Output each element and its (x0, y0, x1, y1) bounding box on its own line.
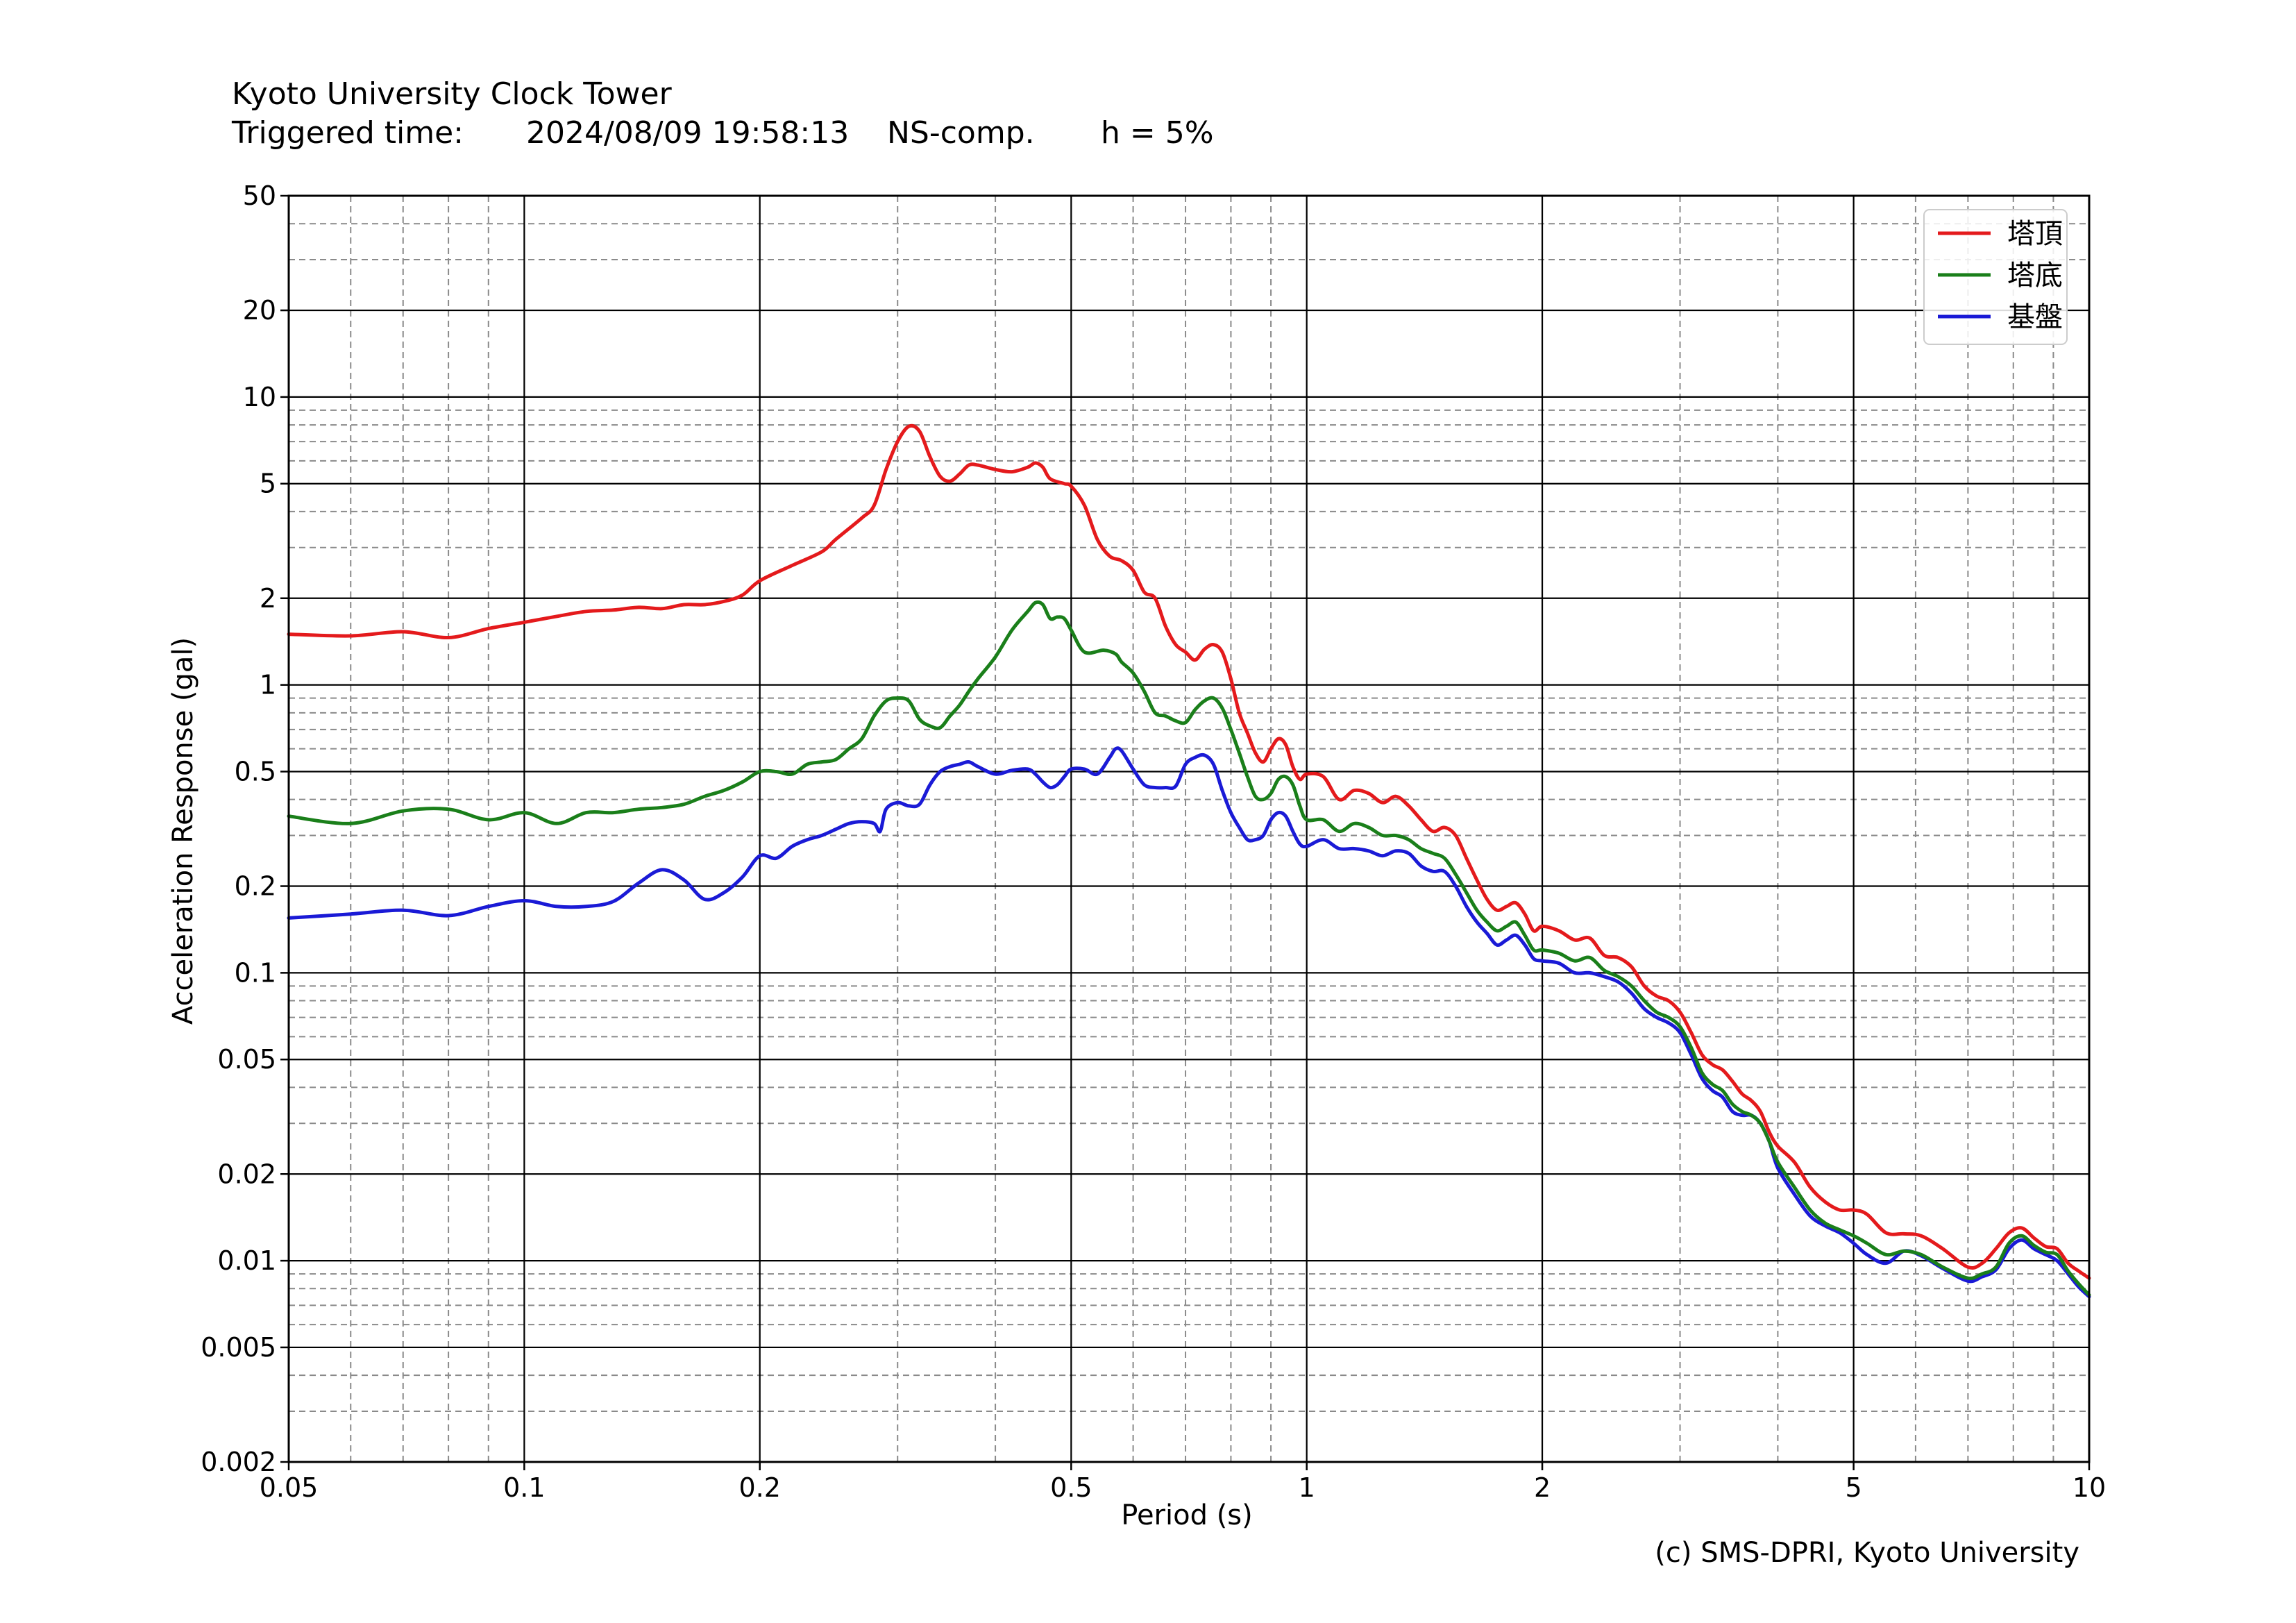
x-tick-label: 5 (1846, 1472, 1862, 1503)
minor-grid (289, 196, 2089, 1462)
x-tick-label: 2 (1534, 1472, 1551, 1503)
y-tick-label: 0.02 (217, 1159, 276, 1189)
y-tick-label: 10 (243, 382, 276, 412)
y-tick-label: 0.01 (217, 1245, 276, 1276)
y-axis-label: Acceleration Response (gal) (167, 637, 199, 1025)
series-line-1 (287, 423, 2091, 1280)
component-label: NS-comp. (887, 115, 1035, 151)
y-tick-label: 0.005 (201, 1332, 276, 1363)
x-tick-label: 0.5 (1050, 1472, 1092, 1503)
x-tick-label: 0.05 (260, 1472, 319, 1503)
plot-frame (287, 194, 2091, 1463)
y-tick-labels: 0.002 0.005 0.01 0.02 0.05 0.1 0.2 0.5 1 2 5 10 20 50 (201, 180, 276, 1477)
x-tick-label: 0.1 (503, 1472, 545, 1503)
y-tick-label: 0.002 (201, 1447, 276, 1477)
legend-label: 基盤 (2007, 301, 2063, 333)
damping-label: h = 5% (1101, 115, 1214, 151)
station-title: Kyoto University Clock Tower (232, 76, 672, 112)
y-tick-label: 0.2 (235, 871, 276, 902)
x-tick-label: 10 (2073, 1472, 2106, 1503)
trigger-time: 2024/08/09 19:58:13 (526, 115, 850, 151)
y-tick-label: 0.1 (235, 957, 276, 988)
x-axis-label: Period (s) (1121, 1499, 1253, 1531)
legend-label: 塔頂 (2007, 218, 2063, 250)
trigger-label: Triggered time: (232, 115, 464, 151)
y-tick-label: 0.05 (217, 1044, 276, 1075)
y-tick-label: 5 (260, 469, 276, 499)
legend-label: 塔底 (2007, 260, 2063, 292)
x-tick-label: 0.2 (738, 1472, 780, 1503)
y-tick-label: 1 (260, 670, 276, 700)
x-tick-labels: 0.05 0.1 0.2 0.5 1 2 5 10 (260, 1472, 2106, 1503)
credit: (c) SMS-DPRI, Kyoto University (1655, 1537, 2079, 1569)
y-tick-label: 20 (243, 295, 276, 326)
y-tick-label: 2 (260, 583, 276, 614)
series-line-2 (287, 600, 2091, 1297)
y-tick-label: 0.5 (235, 756, 276, 787)
axis-ticks (280, 194, 2091, 1470)
legend-box (1923, 209, 2068, 345)
major-grid (287, 194, 2091, 1463)
series-layer (287, 423, 2091, 1299)
x-tick-label: 1 (1299, 1472, 1315, 1503)
y-tick-label: 50 (243, 180, 276, 211)
series-line-3 (287, 746, 2091, 1299)
